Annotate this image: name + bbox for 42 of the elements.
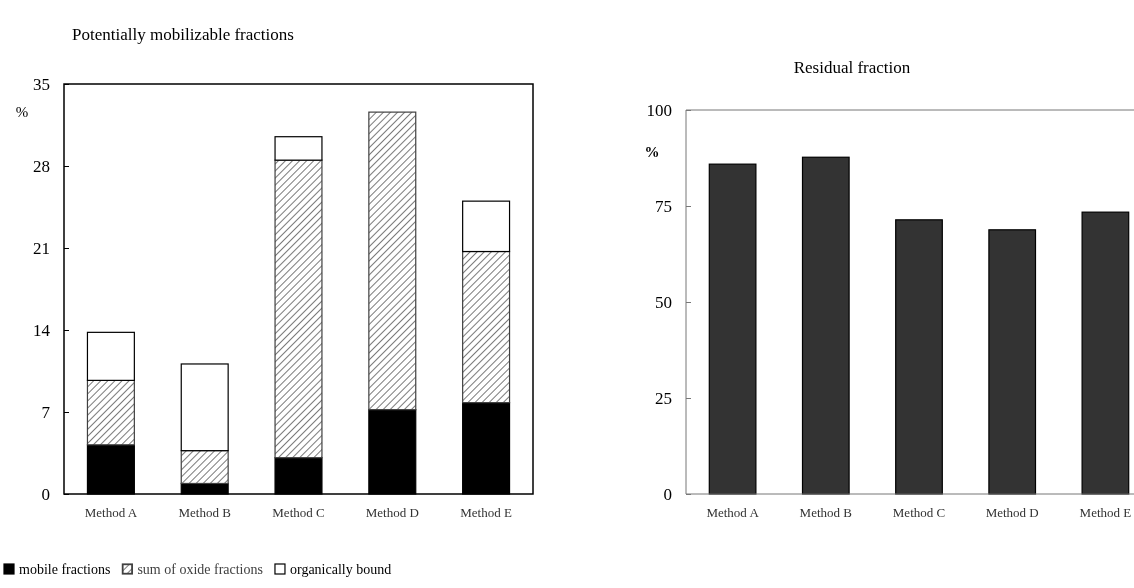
y-tick-label: 28 (33, 156, 50, 176)
y-axis-title: % (15, 104, 29, 120)
chart-title: Residual fraction (793, 58, 911, 77)
bar (180, 363, 229, 452)
x-tick-label: Method A (706, 505, 760, 521)
bar (895, 219, 943, 495)
text: sum of oxide fractions (137, 562, 263, 577)
x-tick-label: Method D (365, 505, 419, 521)
x-tick-label: Method B (799, 505, 853, 521)
x-tick-label: Method E (1079, 505, 1132, 521)
y-tick-label: 0 (41, 484, 50, 504)
legend-label: organically bound (289, 562, 392, 577)
bar (86, 379, 135, 446)
bar (368, 111, 417, 411)
x-tick-label: Method E (460, 505, 512, 521)
y-tick-label: 100 (646, 100, 672, 120)
x-tick-label: Method C (892, 505, 946, 521)
bar (708, 163, 757, 495)
bar (988, 229, 1037, 495)
chart-title: Potentially mobilizable fractions (72, 25, 294, 44)
y-axis-title: % (644, 144, 660, 160)
bar (462, 250, 511, 404)
bar (180, 450, 229, 485)
bar (462, 200, 511, 253)
y-tick-label: 7 (41, 402, 51, 422)
y-tick-label: 75 (655, 196, 672, 216)
y-tick-label: 50 (655, 292, 672, 312)
y-tick-label: 14 (33, 320, 51, 340)
bar (274, 136, 323, 161)
bar (274, 159, 323, 459)
y-tick-label: 35 (33, 74, 50, 94)
y-tick-label: 0 (663, 484, 672, 504)
bar (801, 156, 850, 495)
y-tick-label: 25 (655, 388, 672, 408)
x-tick-label: Method D (985, 505, 1039, 521)
bar (86, 331, 135, 381)
x-tick-label: Method C (272, 505, 325, 521)
x-tick-label: Method B (178, 505, 232, 521)
bar (1081, 211, 1130, 495)
x-tick-label: Method A (84, 505, 138, 521)
legend-label: mobile fractions (19, 562, 111, 577)
y-tick-label: 21 (33, 238, 50, 258)
